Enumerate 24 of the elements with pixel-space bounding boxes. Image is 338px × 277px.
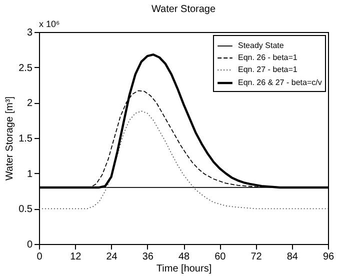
x-tick-label: 12 [70,252,82,262]
legend-label: Eqn. 27 - beta=1 [238,65,298,74]
y-axis-title: Water Storage [m³] [4,96,16,181]
legend-label: Steady State [238,41,284,50]
x-tick-label: 72 [250,252,262,262]
y-tick-label: 1 [26,168,33,180]
y-tick-label: 0 [26,240,33,250]
y-tick-label: 0.5 [18,204,33,216]
x-tick-label: 60 [214,252,226,262]
y-tick-label: 2 [26,98,33,110]
x-tick-label: 48 [178,252,190,262]
x-tick-label: 84 [286,252,298,262]
y-tick-label: 1.5 [18,134,33,144]
x-axis-title: Time [hours] [156,264,212,274]
text: x 10⁶ [39,19,60,29]
legend-label: Eqn. 26 - beta=1 [238,53,298,62]
chart-title: Water Storage [151,4,216,15]
legend-label: Eqn. 26 & 27 - beta=c/v [238,78,322,87]
x-tick-label: 96 [322,252,334,262]
y-tick-label: 3 [26,28,33,38]
x-tick-label: 36 [142,252,154,262]
x-tick-label: 24 [106,252,118,262]
y-tick-label: 2.5 [18,62,33,74]
x-tick-label: 0 [36,252,43,262]
